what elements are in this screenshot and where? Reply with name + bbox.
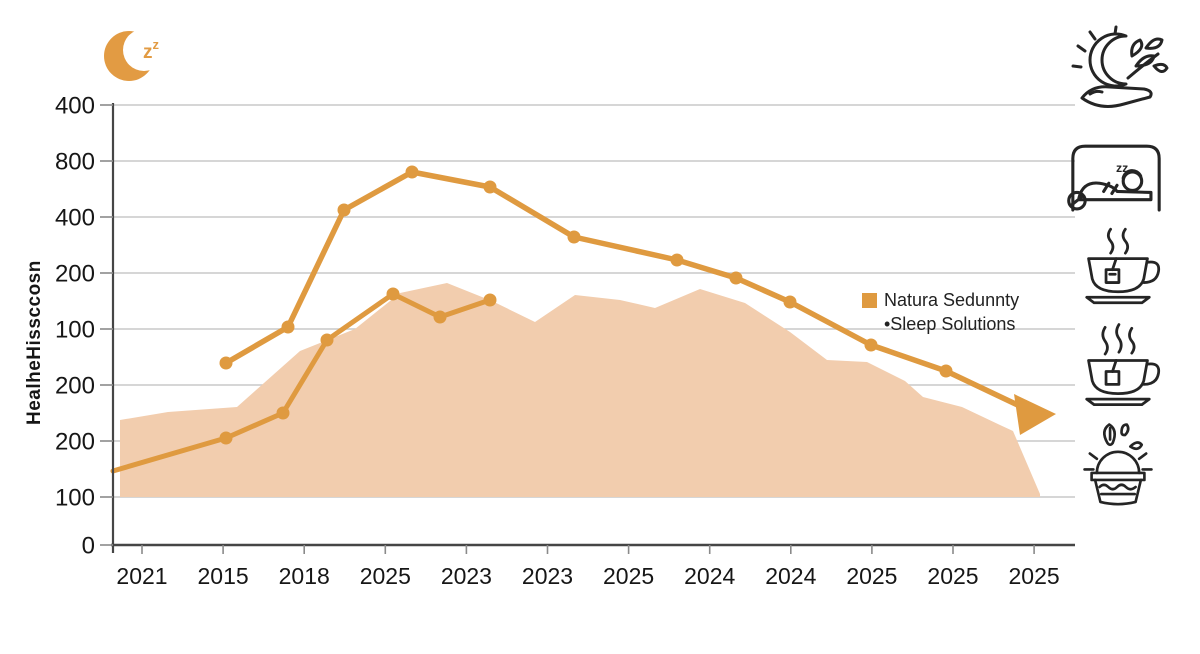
secondary-line-marker (276, 406, 290, 420)
main-line-marker (567, 230, 581, 244)
y-tick-label: 100 (55, 485, 95, 512)
x-tick-label: 2024 (765, 563, 816, 589)
main-line-marker (783, 295, 797, 309)
sleeping-person-icon: zz (1064, 138, 1168, 212)
x-tick-label: 2025 (1009, 563, 1060, 589)
legend-text: Natura Sedunnty •Sleep Solutions (884, 289, 1019, 337)
herb-bowl-icon (1074, 416, 1162, 514)
y-tick-label: 800 (55, 149, 95, 176)
crescent-moon-icon (104, 29, 165, 81)
main-line-marker (670, 253, 684, 267)
main-line-marker (483, 180, 497, 194)
moon-sleep-text: zz (143, 37, 159, 63)
x-tick-label: 2021 (116, 563, 167, 589)
y-tick-label: 200 (55, 373, 95, 400)
x-tick-label: 2025 (360, 563, 411, 589)
secondary-line-marker (433, 310, 447, 324)
moon-zz-icon: zz (103, 26, 183, 88)
main-line-marker (219, 356, 233, 370)
trend-arrowhead (1014, 394, 1056, 435)
x-tick-label: 2024 (684, 563, 735, 589)
area-series (120, 283, 1040, 497)
x-tick-label: 2023 (522, 563, 573, 589)
secondary-line-marker (320, 333, 334, 347)
y-tick-label: 200 (55, 429, 95, 456)
bed-zz-text: zz (1116, 161, 1128, 175)
legend-line-1: Natura Sedunnty (884, 290, 1020, 310)
main-line-marker (337, 203, 351, 217)
main-line-marker (405, 165, 419, 179)
secondary-line-marker (386, 287, 400, 301)
moon-herbs-hand-icon (1070, 24, 1170, 116)
legend-line-2: •Sleep Solutions (884, 313, 1016, 334)
main-line-marker (864, 338, 878, 352)
main-line-marker (281, 320, 295, 334)
x-tick-label: 2018 (279, 563, 330, 589)
legend-swatch (862, 293, 877, 308)
main-line-marker (729, 271, 743, 285)
main-line (223, 169, 1027, 411)
x-tick-label: 2023 (441, 563, 492, 589)
secondary-line-marker (483, 293, 497, 307)
x-tick-label: 2025 (846, 563, 897, 589)
x-tick-label: 2015 (198, 563, 249, 589)
x-tick-label: 2025 (927, 563, 978, 589)
steaming-teacup-icon (1072, 320, 1164, 412)
teacup-teabag-icon (1072, 222, 1164, 310)
x-tick-label: 2025 (603, 563, 654, 589)
y-tick-label: 100 (55, 317, 95, 344)
y-tick-label: 400 (55, 205, 95, 232)
y-tick-label: 0 (82, 533, 95, 560)
secondary-line-marker (219, 431, 233, 445)
legend: Natura Sedunnty •Sleep Solutions (862, 289, 1019, 337)
y-tick-label: 400 (55, 93, 95, 120)
y-tick-label: 200 (55, 261, 95, 288)
main-line-marker (939, 364, 953, 378)
